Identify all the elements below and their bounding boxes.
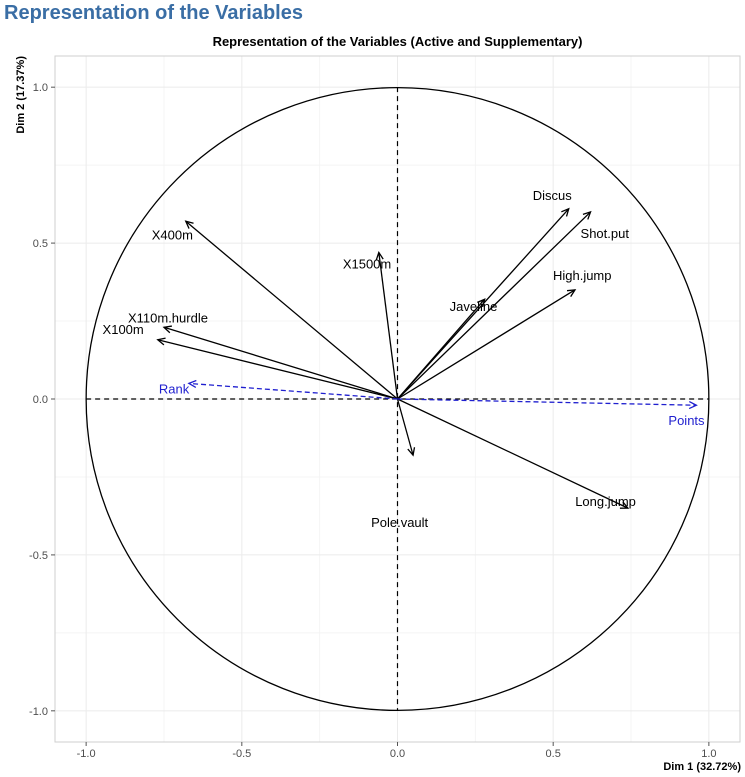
supplementary-variable-arrowhead: [688, 401, 698, 410]
active-variable-arrowhead: [566, 289, 577, 297]
active-variable-arrowhead: [162, 325, 172, 334]
active-variable-arrow: [378, 252, 399, 400]
x-tick-label: 0.0: [390, 748, 405, 760]
x-tick-label: 1.0: [701, 748, 716, 760]
active-variable-arrowhead: [407, 447, 416, 457]
supplementary-variable-label: Points: [668, 413, 705, 428]
active-variable-arrowhead: [184, 220, 194, 229]
active-variable-arrow: [163, 326, 398, 400]
active-variable-label: X110m.hurdle: [128, 310, 208, 325]
active-variable-arrowhead: [156, 337, 166, 346]
active-variable-label: X400m: [152, 227, 193, 242]
active-variable-label: Javeline: [450, 299, 498, 314]
active-variable-arrow: [157, 339, 398, 400]
active-variable-arrow: [185, 220, 398, 400]
supplementary-variable-arrow: [188, 382, 398, 400]
active-variable-arrowhead: [477, 298, 486, 308]
axis-ticks: -1.0 -0.5 0.0 0.5 1.0 -1.0 -0.5 0.0 0.5 1.0: [29, 82, 716, 760]
active-variable-label: High.jump: [553, 268, 612, 283]
active-variable-arrowhead: [619, 501, 630, 509]
page-title: Representation of the Variables: [4, 2, 303, 24]
y-tick-label: 0.5: [33, 238, 48, 250]
supplementary-variable-arrowhead: [187, 379, 197, 388]
active-variable-arrowhead: [561, 207, 570, 217]
active-variable-arrow: [397, 298, 486, 400]
x-tick-label: -0.5: [232, 748, 251, 760]
active-variable-arrowhead: [375, 250, 384, 261]
supplementary-variable-label: Rank: [159, 381, 190, 396]
active-variable-label: Long.jump: [575, 494, 636, 509]
y-axis-title: Dim 2 (17.37%): [15, 56, 27, 134]
variable-labels: X100m Long.jump Shot.put High.jump X400m X110…: [103, 188, 705, 530]
x-axis-title: Dim 1 (32.72%): [663, 761, 741, 773]
y-tick-label: -0.5: [29, 550, 48, 562]
active-variable-label: Shot.put: [581, 226, 630, 241]
supplementary-variable-arrow: [397, 398, 697, 406]
unit-circle: [85, 86, 710, 712]
active-variable-arrow: [397, 398, 629, 509]
active-variable-label: Discus: [533, 188, 573, 203]
reference-lines: [86, 87, 709, 711]
y-tick-label: 1.0: [33, 82, 48, 94]
active-variable-arrow: [396, 398, 414, 456]
active-variable-label: Pole.vault: [371, 515, 428, 530]
active-variable-label: X1500m: [343, 256, 391, 271]
active-variable-label: X100m: [103, 322, 144, 337]
active-variable-arrow: [397, 211, 591, 400]
active-variable-arrowhead: [582, 210, 592, 220]
x-tick-label: -1.0: [77, 748, 96, 760]
active-variable-arrow: [397, 289, 576, 400]
x-tick-label: 0.5: [546, 748, 561, 760]
y-tick-label: -1.0: [29, 706, 48, 718]
y-tick-label: 0.0: [33, 394, 48, 406]
chart-title: Representation of the Variables (Active …: [213, 34, 583, 49]
variable-arrows: [156, 207, 698, 509]
